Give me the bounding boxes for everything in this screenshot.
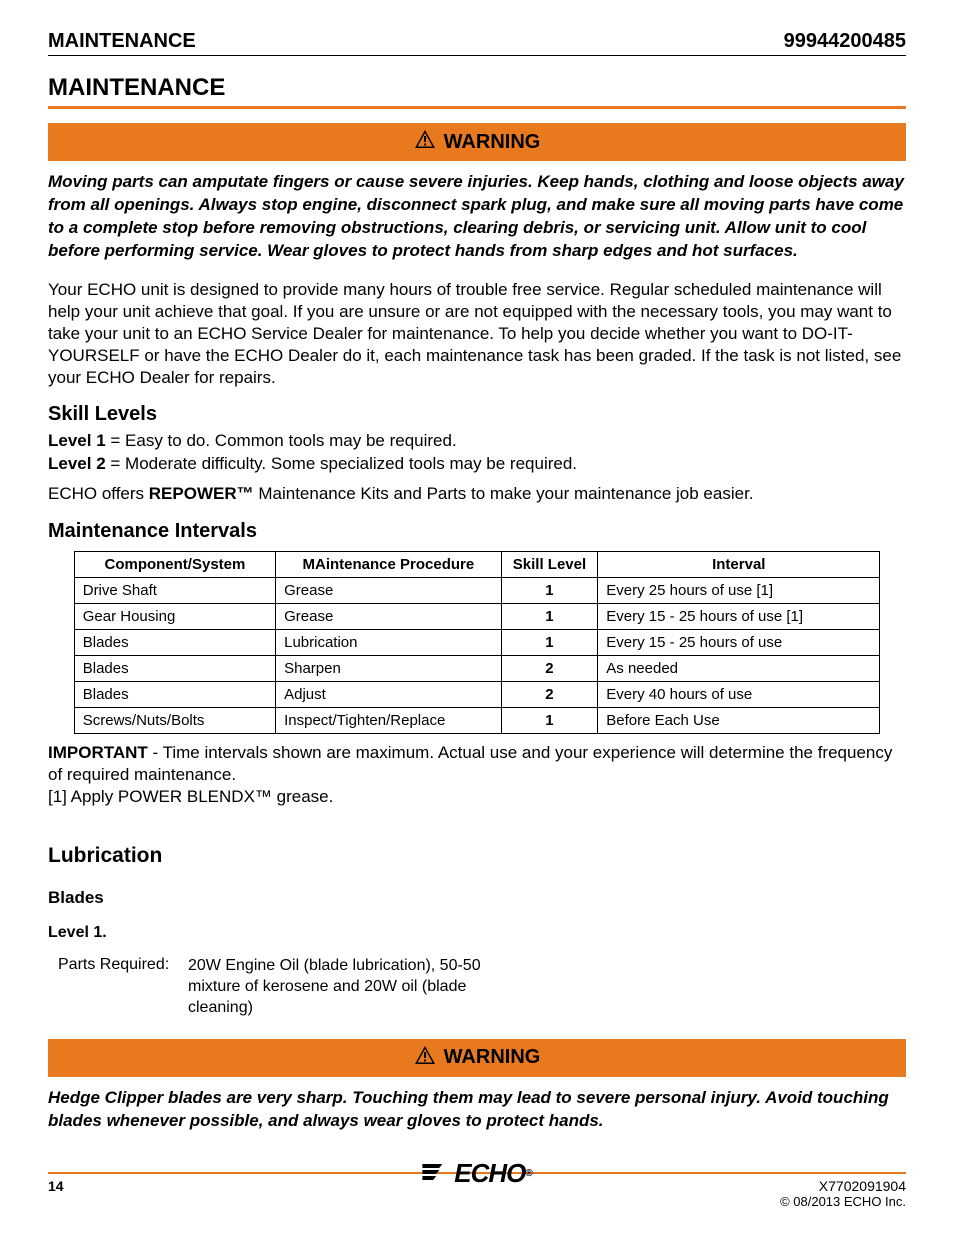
- table-cell: Grease: [276, 604, 502, 630]
- table-cell: As needed: [598, 656, 880, 682]
- page-number: 14: [48, 1178, 64, 1194]
- table-cell: 1: [501, 578, 598, 604]
- footnote-1: [1] Apply POWER BLENDX™ grease.: [48, 787, 333, 806]
- level-1-desc: = Easy to do. Common tools may be requir…: [106, 431, 457, 450]
- important-block: IMPORTANT - Time intervals shown are max…: [48, 742, 906, 808]
- page-header: MAINTENANCE 99944200485: [48, 30, 906, 56]
- table-row: BladesAdjust2Every 40 hours of use: [74, 682, 880, 708]
- echo-logo-text: ECHO: [454, 1158, 525, 1189]
- table-cell: 1: [501, 708, 598, 734]
- footer-right: X7702091904 © 08/2013 ECHO Inc.: [780, 1178, 906, 1209]
- level-1-subheading: Level 1.: [48, 924, 906, 942]
- intro-paragraph: Your ECHO unit is designed to provide ma…: [48, 279, 906, 389]
- repower-post: Maintenance Kits and Parts to make your …: [254, 484, 754, 503]
- table-cell: Blades: [74, 682, 275, 708]
- table-cell: Blades: [74, 656, 275, 682]
- table-row: Screws/Nuts/BoltsInspect/Tighten/Replace…: [74, 708, 880, 734]
- important-label: IMPORTANT: [48, 743, 148, 762]
- table-cell: Sharpen: [276, 656, 502, 682]
- warning-1-text: Moving parts can amputate fingers or cau…: [48, 171, 906, 263]
- table-cell: 1: [501, 604, 598, 630]
- table-cell: Grease: [276, 578, 502, 604]
- table-cell: Blades: [74, 630, 275, 656]
- footer-copyright: © 08/2013 ECHO Inc.: [780, 1194, 906, 1209]
- table-cell: 2: [501, 656, 598, 682]
- header-part-number: 99944200485: [784, 30, 906, 53]
- th-interval: Interval: [598, 552, 880, 578]
- table-row: Gear HousingGrease1Every 15 - 25 hours o…: [74, 604, 880, 630]
- table-row: Drive ShaftGrease1Every 25 hours of use …: [74, 578, 880, 604]
- parts-required-row: Parts Required: 20W Engine Oil (blade lu…: [48, 956, 906, 1018]
- table-cell: Every 40 hours of use: [598, 682, 880, 708]
- parts-required-value: 20W Engine Oil (blade lubrication), 50-5…: [188, 956, 518, 1018]
- table-cell: Screws/Nuts/Bolts: [74, 708, 275, 734]
- important-text: - Time intervals shown are maximum. Actu…: [48, 743, 892, 784]
- header-section-label: MAINTENANCE: [48, 30, 196, 53]
- parts-required-label: Parts Required:: [58, 956, 188, 1018]
- table-cell: 1: [501, 630, 598, 656]
- table-cell: Inspect/Tighten/Replace: [276, 708, 502, 734]
- page: MAINTENANCE 99944200485 MAINTENANCE WARN…: [0, 0, 954, 1235]
- table-cell: Every 15 - 25 hours of use: [598, 630, 880, 656]
- table-cell: Before Each Use: [598, 708, 880, 734]
- table-header-row: Component/System MAintenance Procedure S…: [74, 552, 880, 578]
- section-title: MAINTENANCE: [48, 74, 906, 109]
- warning-triangle-icon: [414, 129, 436, 155]
- warning-2-text: Hedge Clipper blades are very sharp. Tou…: [48, 1087, 906, 1133]
- echo-logo: ECHO®: [422, 1158, 532, 1189]
- table-cell: Lubrication: [276, 630, 502, 656]
- echo-stripes-icon: [422, 1158, 452, 1189]
- lubrication-heading: Lubrication: [48, 844, 906, 868]
- warning-label: WARNING: [444, 131, 541, 154]
- table-cell: Drive Shaft: [74, 578, 275, 604]
- warning-triangle-icon: [414, 1045, 436, 1071]
- level-1-label: Level 1: [48, 431, 106, 450]
- skill-levels-heading: Skill Levels: [48, 403, 906, 426]
- maintenance-intervals-table: Component/System MAintenance Procedure S…: [74, 551, 881, 734]
- table-body: Drive ShaftGrease1Every 25 hours of use …: [74, 578, 880, 734]
- th-procedure: MAintenance Procedure: [276, 552, 502, 578]
- level-1-line: Level 1 = Easy to do. Common tools may b…: [48, 430, 906, 453]
- table-row: BladesSharpen2As needed: [74, 656, 880, 682]
- th-skill: Skill Level: [501, 552, 598, 578]
- level-2-desc: = Moderate difficulty. Some specialized …: [106, 454, 577, 473]
- table-cell: Every 15 - 25 hours of use [1]: [598, 604, 880, 630]
- level-2-label: Level 2: [48, 454, 106, 473]
- footer-logo-wrap: ECHO®: [422, 1158, 532, 1189]
- repower-line: ECHO offers REPOWER™ Maintenance Kits an…: [48, 484, 906, 504]
- table-cell: Adjust: [276, 682, 502, 708]
- warning-banner-2: WARNING: [48, 1039, 906, 1077]
- table-cell: Every 25 hours of use [1]: [598, 578, 880, 604]
- table-row: BladesLubrication1Every 15 - 25 hours of…: [74, 630, 880, 656]
- table-cell: Gear Housing: [74, 604, 275, 630]
- warning-banner-1: WARNING: [48, 123, 906, 161]
- intervals-heading: Maintenance Intervals: [48, 520, 906, 543]
- level-2-line: Level 2 = Moderate difficulty. Some spec…: [48, 453, 906, 476]
- repower-pre: ECHO offers: [48, 484, 149, 503]
- repower-brand: REPOWER™: [149, 484, 254, 503]
- warning-label: WARNING: [444, 1046, 541, 1069]
- page-footer: ECHO® 14 X7702091904 © 08/2013 ECHO Inc.: [48, 1172, 906, 1209]
- table-cell: 2: [501, 682, 598, 708]
- th-component: Component/System: [74, 552, 275, 578]
- blades-subheading: Blades: [48, 888, 906, 908]
- footer-doc-number: X7702091904: [780, 1178, 906, 1194]
